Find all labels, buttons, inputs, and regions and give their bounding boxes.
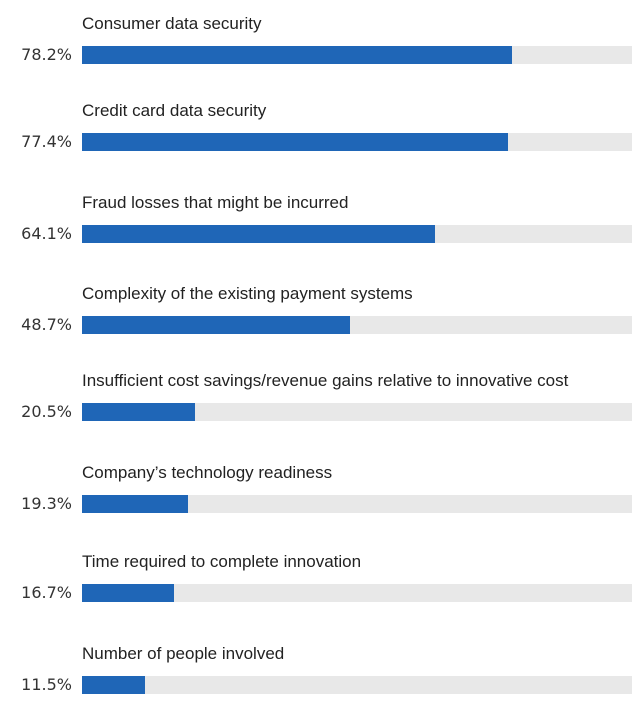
- bar-chart: Consumer data security 78.2% Credit card…: [0, 12, 632, 694]
- category-label: Complexity of the existing payment syste…: [82, 284, 413, 303]
- category-label: Insufficient cost savings/revenue gains …: [82, 371, 569, 390]
- bar-row: Company’s technology readiness 19.3%: [0, 461, 632, 529]
- category-label: Time required to complete innovation: [82, 552, 362, 571]
- bar: [82, 584, 174, 602]
- bar-row: Consumer data security 78.2%: [0, 12, 632, 80]
- bar-row: Fraud losses that might be incurred 64.1…: [0, 191, 632, 259]
- bar-track: [82, 133, 632, 151]
- bar: [82, 225, 435, 243]
- bar: [82, 403, 195, 421]
- bar-track: [82, 225, 632, 243]
- bar-row: Number of people involved 11.5%: [0, 642, 632, 710]
- bar-track: [82, 46, 632, 64]
- value-label: 78.2%: [21, 45, 72, 64]
- bar-track: [82, 584, 632, 602]
- category-label: Credit card data security: [82, 101, 267, 120]
- bar-track: [82, 676, 632, 694]
- value-label: 20.5%: [21, 402, 72, 421]
- value-label: 19.3%: [21, 494, 72, 513]
- bar-row: Time required to complete innovation 16.…: [0, 550, 632, 618]
- value-label: 11.5%: [21, 675, 72, 694]
- bar-row: Complexity of the existing payment syste…: [0, 282, 632, 350]
- bar-row: Insufficient cost savings/revenue gains …: [0, 369, 632, 437]
- bar: [82, 495, 189, 513]
- category-label: Number of people involved: [82, 644, 285, 663]
- bar-track: [82, 403, 632, 421]
- value-label: 77.4%: [21, 132, 72, 151]
- bar-track: [82, 495, 632, 513]
- value-label: 64.1%: [21, 224, 72, 243]
- category-label: Fraud losses that might be incurred: [82, 193, 349, 212]
- value-label: 48.7%: [21, 315, 72, 334]
- bar: [82, 316, 350, 334]
- bar: [82, 133, 508, 151]
- bar: [82, 676, 146, 694]
- value-label: 16.7%: [21, 583, 72, 602]
- bar-track: [82, 316, 632, 334]
- category-label: Consumer data security: [82, 14, 262, 33]
- category-label: Company’s technology readiness: [82, 463, 333, 482]
- bar: [82, 46, 513, 64]
- bar-row: Credit card data security 77.4%: [0, 99, 632, 167]
